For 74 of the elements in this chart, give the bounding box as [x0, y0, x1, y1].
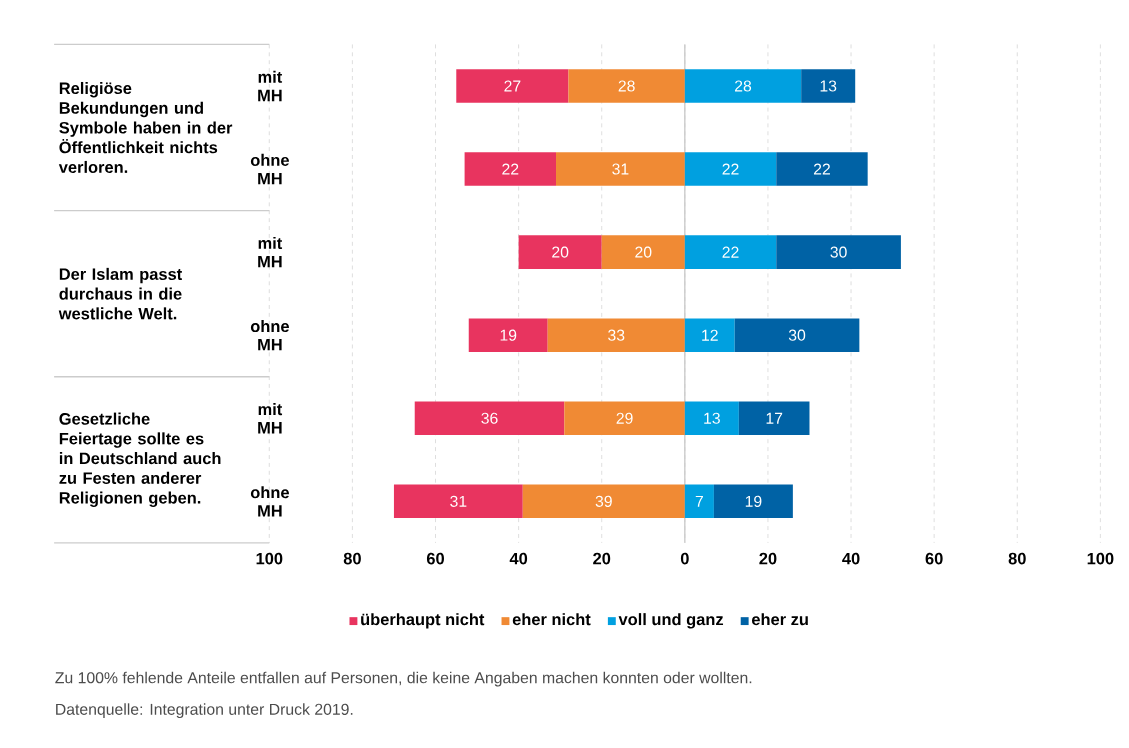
data-label: 27 — [504, 80, 521, 92]
text: Der Islam passt durchaus in die westliche Welt. — [58, 267, 182, 320]
bar — [684, 69, 802, 103]
data-label: 20 — [635, 246, 652, 258]
data-label: 22 — [502, 163, 519, 175]
y-tick-label: ohne MH — [250, 319, 289, 351]
data-label: 31 — [612, 163, 629, 175]
bar — [456, 69, 569, 103]
data-label: 22 — [813, 163, 830, 175]
x-tick-label: 0 — [680, 552, 689, 565]
data-label: 22 — [722, 163, 739, 175]
text: Gesetzliche Feiertage sollte es in Deutschland auch zu Festen anderer Religionen geben. — [59, 412, 221, 507]
bar — [684, 401, 739, 435]
x-tick-label: 100 — [1087, 552, 1114, 565]
bar — [601, 235, 685, 269]
bar — [547, 318, 685, 352]
data-label: 19 — [745, 495, 762, 507]
bar — [776, 152, 868, 186]
bar — [518, 235, 602, 269]
bar — [684, 235, 777, 269]
data-label: 28 — [735, 80, 752, 92]
bar — [393, 484, 523, 519]
data-label: 17 — [766, 412, 783, 424]
data-label: 30 — [788, 329, 806, 341]
bar — [801, 69, 856, 103]
y-tick-label: mit MH — [258, 236, 283, 268]
bar — [684, 318, 735, 352]
bar — [414, 401, 565, 435]
bar — [556, 152, 685, 186]
data-label: 31 — [450, 495, 467, 507]
data-label: 36 — [481, 412, 498, 424]
data-label: 28 — [618, 80, 635, 92]
legend-label: eher zu — [752, 613, 808, 626]
data-label: 20 — [552, 246, 569, 258]
x-tick-label: 40 — [842, 552, 860, 565]
bar — [734, 318, 860, 352]
data-label: 33 — [608, 329, 625, 341]
x-tick-label: 60 — [925, 552, 943, 565]
data-label: 7 — [695, 495, 703, 507]
text: Religiöse Bekundungen und Symbole haben in der Öffentlichkeit nichts verloren. — [58, 81, 233, 173]
text: Datenquelle: Integration unter Druck 2019. — [56, 703, 353, 718]
x-tick-label: 20 — [593, 552, 611, 565]
x-tick-label: 40 — [509, 552, 528, 565]
y-tick-label: mit MH — [258, 403, 283, 434]
data-label: 19 — [500, 329, 517, 341]
x-tick-label: 80 — [343, 552, 361, 565]
bar — [684, 152, 777, 186]
data-label: 22 — [722, 246, 739, 258]
y-tick-label: ohne MH — [250, 486, 289, 517]
data-label: 39 — [595, 495, 612, 507]
bar — [568, 69, 685, 103]
text: Zu 100% fehlende Anteile entfallen auf Personen, die keine Angaben machen konnten oder wollten. — [55, 671, 752, 687]
data-label: 12 — [702, 329, 718, 341]
bar — [738, 401, 810, 435]
bar — [522, 484, 685, 519]
bar — [684, 484, 714, 519]
x-tick-label: 60 — [426, 552, 444, 565]
bar — [713, 484, 793, 519]
legend-label: voll und ganz — [618, 613, 724, 629]
bar — [464, 152, 557, 186]
legend-label: eher nicht — [512, 613, 591, 626]
bar — [776, 235, 901, 269]
y-tick-label: ohne MH — [250, 153, 289, 185]
bar — [564, 401, 685, 435]
data-label: 29 — [616, 412, 633, 424]
bar — [468, 318, 548, 352]
data-label: 13 — [704, 412, 720, 424]
y-tick-label: mit MH — [258, 70, 283, 102]
data-label: 13 — [820, 80, 837, 92]
data-label: 30 — [830, 246, 847, 258]
legend-label: überhaupt nicht — [361, 613, 485, 629]
x-tick-label: 20 — [759, 552, 777, 565]
x-tick-label: 100 — [256, 552, 283, 565]
x-tick-label: 80 — [1008, 552, 1026, 565]
